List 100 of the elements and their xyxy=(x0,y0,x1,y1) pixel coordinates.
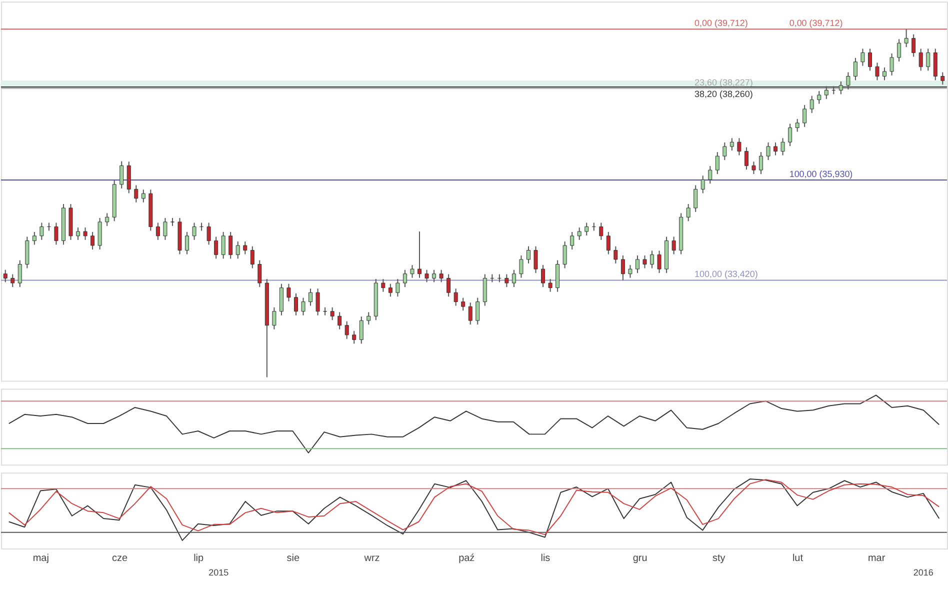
candlestick xyxy=(446,274,451,298)
candlestick xyxy=(482,274,487,306)
annotation: 0,00 (39,712) xyxy=(789,18,843,28)
candlestick xyxy=(366,312,371,326)
candlestick xyxy=(780,138,785,156)
candlestick xyxy=(3,269,8,283)
candlestick xyxy=(424,269,429,283)
candlestick xyxy=(708,166,712,184)
candlestick xyxy=(10,274,15,288)
candlestick xyxy=(795,118,800,132)
candlestick xyxy=(402,269,407,288)
text: 2016 xyxy=(913,567,934,578)
candlestick xyxy=(352,330,356,344)
ref-line-label: 23,60 (38,227) xyxy=(694,77,753,88)
candlestick xyxy=(504,274,509,288)
candlestick xyxy=(672,236,676,255)
candlestick xyxy=(308,288,313,306)
candlestick xyxy=(388,283,392,298)
x-tick-label: gru xyxy=(632,552,648,564)
candlestick xyxy=(83,227,88,240)
candlestick xyxy=(330,306,334,321)
candlestick xyxy=(744,146,748,170)
candlestick xyxy=(802,104,807,128)
candlestick xyxy=(396,278,400,298)
candlestick xyxy=(250,246,254,269)
text: 2015 xyxy=(208,567,229,578)
candlestick xyxy=(752,161,756,175)
ref-line-label: 100,00 (35,930) xyxy=(789,169,853,180)
candlestick xyxy=(512,269,516,288)
candlestick xyxy=(730,138,734,151)
candlestick xyxy=(642,254,647,269)
candlestick xyxy=(272,306,276,330)
candlestick xyxy=(599,222,604,240)
ref-line-label: 0,00 (39,712) xyxy=(694,18,748,28)
candlestick xyxy=(577,227,582,240)
candlestick xyxy=(657,250,662,274)
candlestick xyxy=(606,231,610,255)
candlestick xyxy=(686,203,690,222)
candlestick xyxy=(236,241,240,260)
candlestick xyxy=(214,236,218,260)
x-tick-label: paź xyxy=(458,552,475,564)
candlestick xyxy=(156,222,160,240)
candlestick xyxy=(18,260,22,288)
candlestick xyxy=(853,57,858,81)
candlestick xyxy=(228,231,233,260)
candlestick xyxy=(556,260,560,292)
candlestick xyxy=(940,72,945,86)
candlestick xyxy=(54,222,58,246)
candlestick xyxy=(584,222,589,236)
candlestick xyxy=(926,48,930,72)
candlestick xyxy=(294,292,298,316)
candlestick xyxy=(541,264,546,288)
candlestick xyxy=(650,250,654,269)
candlestick xyxy=(381,278,386,292)
x-tick-label: maj xyxy=(32,552,49,564)
candlestick xyxy=(98,217,102,250)
candlestick xyxy=(185,231,189,255)
candlestick xyxy=(694,184,698,212)
x-tick-label: lis xyxy=(540,552,550,564)
candlestick xyxy=(897,38,902,62)
candlestick xyxy=(774,142,778,156)
candlestick xyxy=(338,312,342,330)
candlestick xyxy=(468,302,472,326)
candlestick xyxy=(359,316,364,344)
candlestick xyxy=(635,254,640,274)
candlestick xyxy=(192,222,196,240)
candlestick xyxy=(134,184,138,203)
candlestick xyxy=(410,264,414,278)
candlestick xyxy=(476,297,480,326)
candlestick xyxy=(258,260,262,288)
candlestick xyxy=(519,254,524,278)
candlestick xyxy=(120,160,124,189)
candlestick xyxy=(163,217,168,240)
ref-line-label: 100,00 (33,420) xyxy=(694,269,758,280)
candlestick xyxy=(766,142,770,161)
candlestick xyxy=(316,288,320,316)
candlestick xyxy=(882,66,887,81)
candlestick xyxy=(715,152,720,175)
candlestick xyxy=(141,189,146,203)
candlestick xyxy=(25,236,30,269)
candlestick xyxy=(918,48,923,72)
x-tick-label: cze xyxy=(112,552,128,564)
candlestick xyxy=(737,138,742,156)
ref-line-label: 38,20 (38,260) xyxy=(694,89,753,100)
candlestick xyxy=(620,254,625,281)
candlestick xyxy=(221,231,226,260)
candlestick xyxy=(439,269,444,283)
candlestick xyxy=(810,95,814,114)
candlestick xyxy=(126,161,131,194)
candlestick xyxy=(700,175,705,194)
candlestick xyxy=(32,231,36,246)
x-tick-label: lip xyxy=(194,552,204,564)
candlestick xyxy=(344,320,349,340)
candlestick xyxy=(860,48,865,66)
x-tick-label: wrz xyxy=(363,552,380,564)
candlestick xyxy=(286,283,291,302)
candlestick xyxy=(759,152,763,175)
candlestick xyxy=(890,53,894,76)
candlestick xyxy=(76,227,80,240)
candlestick xyxy=(454,288,458,306)
